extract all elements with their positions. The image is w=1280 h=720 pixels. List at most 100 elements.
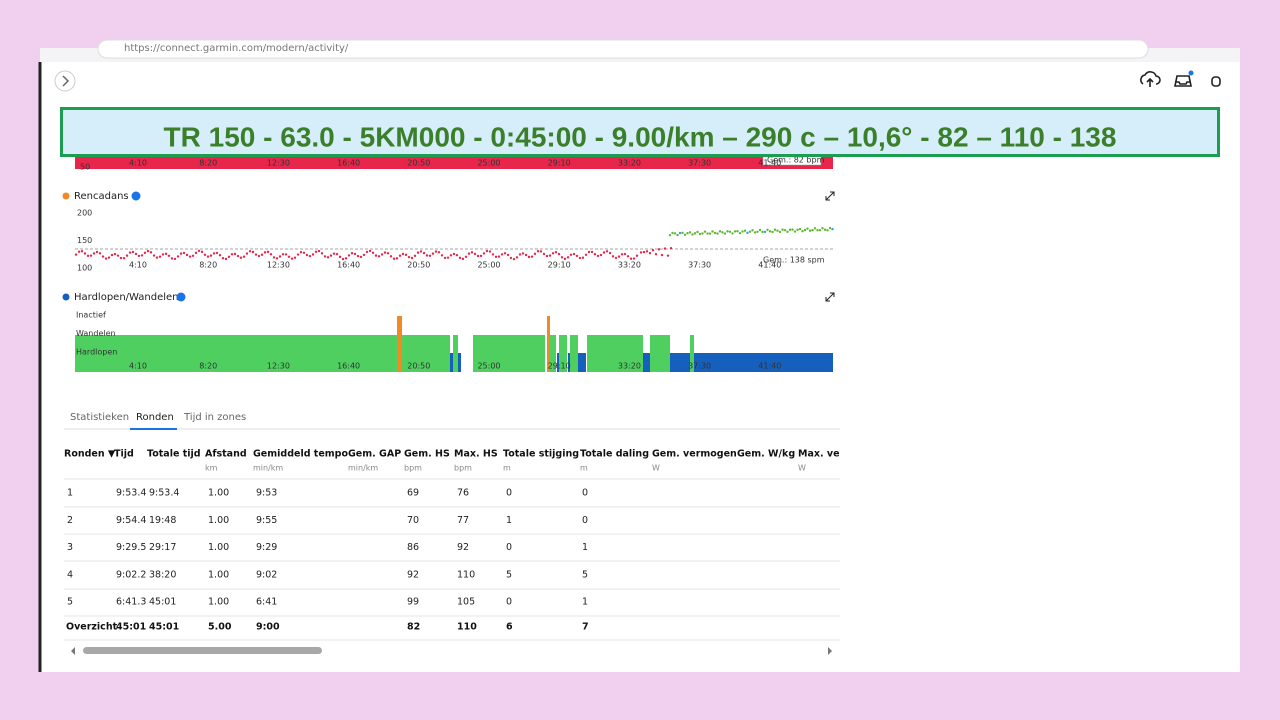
cadence-dot [626,255,630,258]
cadence-dot [392,257,396,260]
cadence-dot [374,254,378,257]
cadence-dot [362,253,366,257]
x-tick-label: 4:10 [129,261,147,270]
activity-segment [578,353,586,372]
scrollbar-thumb[interactable] [83,647,322,654]
tab[interactable]: Tijd in zones [183,412,246,423]
x-tick-label: 29:10 [548,261,571,270]
cadence-dot [284,253,288,256]
heart-rate-area [75,157,833,169]
cadence-dot [98,252,102,255]
column-header: Max. vermogen [798,449,881,460]
cadence-dot [341,257,345,261]
cadence-dot [768,230,772,233]
expand-nav[interactable] [54,70,76,92]
table-cell: 77 [457,515,469,526]
x-tick-label: 20:50 [407,362,430,371]
table-cell: 69 [407,488,419,499]
cadence-dot [239,256,243,259]
cadence-dot [500,253,504,256]
cadence-dot [389,255,393,258]
cadence-dot [365,250,369,254]
cadence-dot [509,256,513,260]
table-cell: 9:53.4 [116,488,146,499]
level-label: Wandelen [76,329,116,338]
cadence-dot [218,254,222,257]
table-cell: 1.00 [208,515,229,526]
table-cell: 1.00 [208,542,229,553]
help-icon[interactable] [131,191,141,201]
cadence-dot [632,257,636,260]
cadence-dot [551,252,555,255]
x-tick-label: 16:40 [337,362,360,371]
cadence-dot [572,252,576,256]
table-cell: 9:29.5 [116,542,146,553]
cadence-dot [668,234,672,237]
cadence-dot [554,251,558,254]
tab[interactable]: Ronden [136,412,174,423]
activity-segment [450,353,453,372]
cadence-dot [368,249,372,253]
cadence-dot [311,253,315,256]
cadence-dot [359,255,363,259]
cadence-dot [617,255,621,258]
cadence-dot [623,252,627,256]
cadence-dot [437,251,441,254]
cadence-dot [467,252,471,255]
cadence-dot [773,228,777,231]
tab[interactable]: Statistieken [70,412,129,423]
cadence-dot [137,254,141,258]
runwalk-bands [75,316,833,372]
table-cell: 1.00 [208,488,229,499]
table-cell: 99 [407,597,419,608]
cadence-dot [666,254,670,257]
help-icon[interactable] [176,292,186,302]
cadence-dot [823,228,827,231]
cadence-dot [796,228,799,232]
fullscreen-icon[interactable] [825,292,835,302]
cadence-dot [233,252,237,256]
cadence-dot [269,253,273,256]
column-header: Gem. HS [404,449,450,460]
cadence-dot [614,256,618,260]
cadence-dot [251,250,255,254]
cadence-dot [761,230,764,234]
cadence-dot [521,252,525,255]
chevron-icon [62,75,70,87]
table-cell: 76 [457,488,469,499]
cadence-dot [230,253,234,256]
cadence-dot [197,249,201,253]
cadence-dot [590,250,594,254]
cadence-dot [173,257,177,261]
cadence-dot [152,254,156,257]
table-cell: 38:20 [149,569,176,580]
cadence-dot [743,229,747,232]
y-tick-label: 200 [77,209,92,218]
cadence-dot [353,252,357,256]
fullscreen-icon[interactable] [825,191,835,201]
cadence-dot [140,254,144,257]
address-field[interactable] [97,39,1149,59]
cadence-dot [731,232,734,235]
table-cell: 92 [407,569,419,580]
cadence-dot [104,257,108,260]
cadence-dot [542,252,546,256]
cadence-dot [524,253,528,257]
column-header: Tijd [114,449,134,460]
cadence-dot [80,250,84,253]
cadence-dot [164,252,168,255]
activity-segment [458,353,461,372]
cadence-dot [116,254,120,257]
table-cell: 0 [506,542,512,553]
cadence-dot [326,256,330,259]
cadence-dot [738,231,742,235]
table-cell: 2 [67,515,73,526]
upload-icon[interactable] [1140,71,1161,87]
cadence-dot [639,251,643,254]
cadence-dot [806,227,809,230]
cadence-dot [305,253,309,257]
cadence-dot [781,228,784,231]
inbox-icon[interactable] [1174,75,1192,87]
watch-icon[interactable] [1211,76,1221,87]
